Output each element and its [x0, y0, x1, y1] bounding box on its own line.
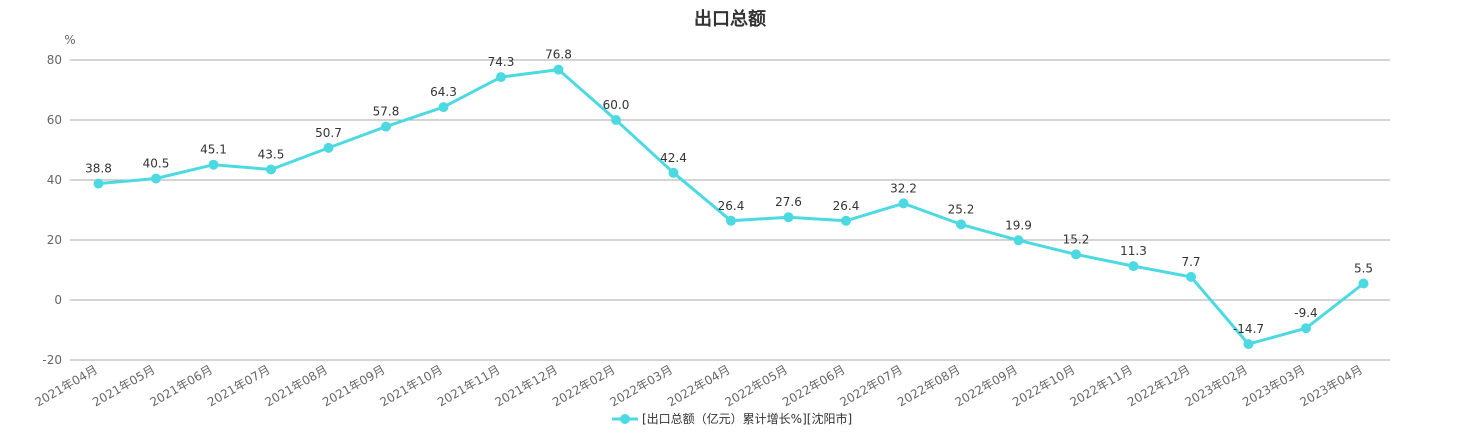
x-tick-label: 2021年08月	[263, 362, 330, 409]
x-tick-label: 2023年04月	[1298, 362, 1365, 409]
data-point[interactable]	[151, 173, 161, 184]
data-label: -14.7	[1233, 322, 1264, 336]
x-tick-label: 2022年09月	[953, 362, 1020, 409]
data-point[interactable]	[1128, 261, 1139, 272]
x-tick-label: 2022年11月	[1068, 362, 1135, 409]
x-tick-label: 2021年12月	[493, 362, 560, 409]
data-point[interactable]	[726, 215, 736, 226]
data-label: 26.4	[833, 199, 860, 213]
data-point[interactable]	[841, 215, 851, 226]
x-tick-label: 2021年09月	[320, 362, 387, 409]
data-label: 7.7	[1181, 255, 1200, 269]
data-point[interactable]	[1358, 278, 1369, 289]
data-label: 19.9	[1005, 218, 1032, 232]
y-axis-ticks: 80 60 40 20 0 -20	[42, 53, 62, 367]
x-tick-label: 2022年05月	[723, 362, 790, 409]
x-axis-ticks: 2021年04月2021年05月2021年06月2021年07月2021年08月…	[33, 362, 1365, 409]
chart-title: 出口总额	[694, 8, 766, 30]
data-label: 11.3	[1120, 244, 1147, 258]
data-label: 42.4	[660, 151, 687, 165]
x-tick-label: 2022年03月	[608, 362, 675, 409]
data-point[interactable]	[783, 212, 794, 223]
y-tick-label: 40	[47, 173, 62, 187]
data-point[interactable]	[266, 164, 276, 175]
data-point[interactable]	[93, 178, 104, 189]
data-label: 26.4	[718, 199, 745, 213]
y-tick-label: 60	[47, 113, 62, 127]
data-label: 43.5	[258, 148, 285, 162]
data-labels: 38.8 40.5 45.1 43.5 50.7 57.8 64.3 74.3 76.8 60.0…	[85, 48, 1373, 337]
data-point[interactable]	[208, 159, 219, 170]
data-point[interactable]	[611, 115, 621, 125]
x-tick-label: 2021年07月	[205, 362, 272, 409]
data-point[interactable]	[1071, 249, 1081, 260]
data-label: 76.8	[545, 48, 572, 62]
data-point[interactable]	[1243, 339, 1254, 350]
data-point[interactable]	[668, 167, 679, 178]
x-tick-label: 2022年12月	[1125, 362, 1192, 409]
y-tick-label: 20	[47, 233, 62, 247]
data-point[interactable]	[438, 102, 449, 113]
data-point[interactable]	[323, 142, 334, 153]
legend[interactable]: [出口总额（亿元）累计增长%][沈阳市]	[612, 411, 852, 426]
y-tick-label: -20	[42, 353, 62, 367]
x-tick-label: 2023年02月	[1183, 362, 1250, 409]
data-label: 60.0	[603, 98, 630, 112]
x-tick-label: 2021年11月	[435, 362, 502, 409]
x-tick-label: 2021年06月	[148, 362, 215, 409]
data-label: 50.7	[315, 126, 342, 140]
x-tick-label: 2022年02月	[550, 362, 617, 409]
legend-dot-marker	[620, 414, 630, 424]
x-tick-label: 2021年05月	[90, 362, 157, 409]
data-label: 45.1	[200, 143, 227, 157]
y-axis-unit: %	[64, 33, 75, 47]
data-label: 74.3	[488, 55, 515, 69]
data-label: 32.2	[890, 181, 917, 195]
data-point[interactable]	[496, 72, 506, 83]
x-tick-label: 2022年07月	[838, 362, 905, 409]
x-tick-label: 2022年04月	[665, 362, 732, 409]
data-label: 25.2	[948, 202, 975, 216]
data-point[interactable]	[553, 64, 564, 75]
grid-lines	[70, 59, 1390, 361]
data-point[interactable]	[1301, 323, 1311, 334]
data-label: 40.5	[143, 157, 170, 171]
legend-series-label: [出口总额（亿元）累计增长%][沈阳市]	[642, 411, 852, 426]
data-label: 57.8	[373, 105, 400, 119]
data-label: 27.6	[775, 195, 802, 209]
x-tick-label: 2022年06月	[780, 362, 847, 409]
x-tick-label: 2022年10月	[1010, 362, 1077, 409]
series-layer	[93, 64, 1369, 350]
y-tick-label: 80	[47, 53, 62, 67]
data-point[interactable]	[1186, 271, 1196, 282]
data-point[interactable]	[956, 219, 966, 230]
x-tick-label: 2021年10月	[378, 362, 445, 409]
data-point[interactable]	[1013, 235, 1024, 246]
data-label: 64.3	[430, 85, 457, 99]
data-point[interactable]	[381, 121, 391, 132]
x-tick-label: 2022年08月	[895, 362, 962, 409]
data-label: 15.2	[1063, 232, 1090, 246]
data-label: 38.8	[85, 162, 112, 176]
x-tick-label: 2023年03月	[1240, 362, 1307, 409]
y-tick-label: 0	[54, 293, 62, 307]
data-label: -9.4	[1294, 306, 1317, 320]
data-point[interactable]	[898, 198, 909, 209]
x-tick-label: 2021年04月	[33, 362, 100, 409]
data-label: 5.5	[1354, 262, 1373, 276]
